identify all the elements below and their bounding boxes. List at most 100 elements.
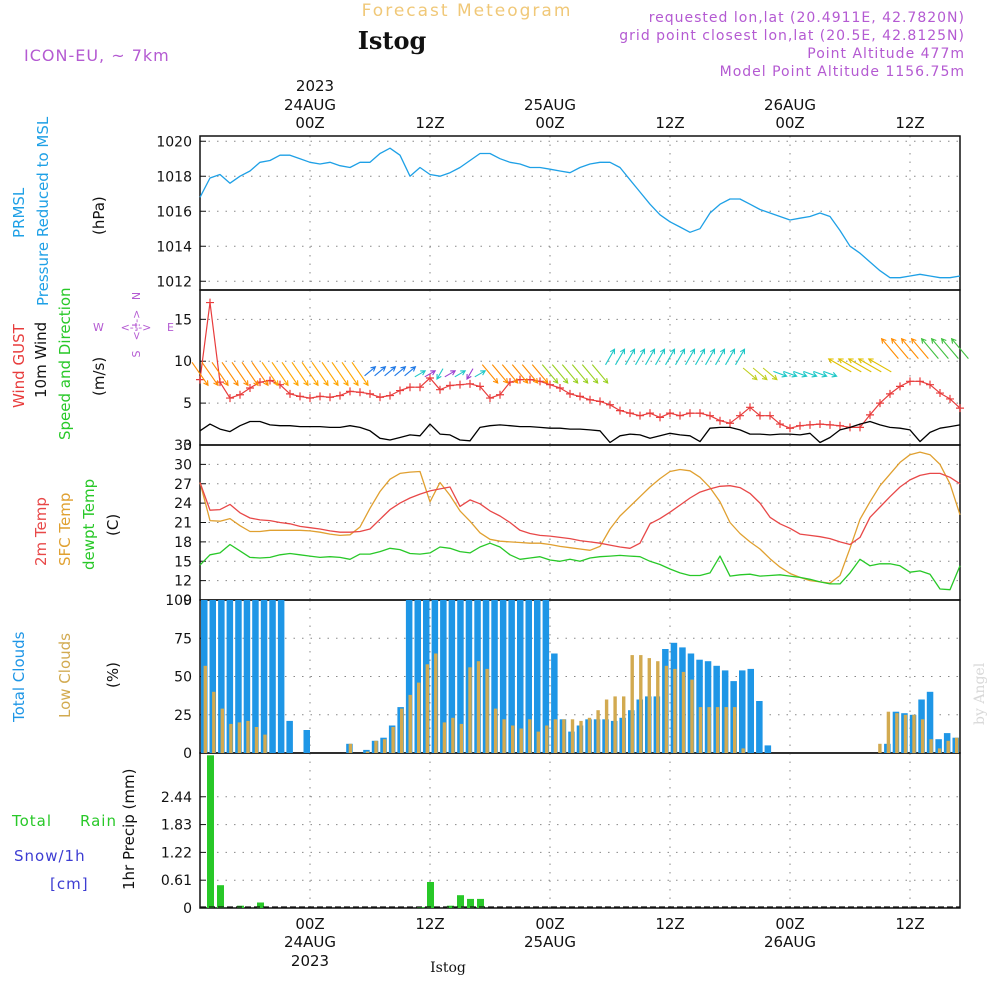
temp-2m-line <box>199 472 961 549</box>
low-cloud-bar <box>587 717 592 753</box>
wind-direction-arrow <box>950 337 969 359</box>
wind-direction-arrow <box>695 348 706 366</box>
total-cloud-bar <box>508 600 515 753</box>
compass-s: S <box>130 350 143 357</box>
low-cloud-bar <box>903 714 908 754</box>
low-cloud-bar <box>519 728 523 753</box>
wind-direction-arrow <box>715 348 726 366</box>
model-altitude: Model Point Altitude 1156.75m <box>720 64 965 80</box>
wind-gust-marker <box>346 387 354 396</box>
total-cloud-bar <box>457 600 464 753</box>
wind-gust-marker <box>896 382 904 391</box>
pressure-ytick-label: 1018 <box>156 169 192 185</box>
wind-gust-marker <box>306 394 314 403</box>
total-cloud-bar <box>551 653 558 753</box>
location-title: Istog <box>358 26 427 55</box>
wind-direction-arrow <box>940 337 959 359</box>
wind-direction-arrow <box>705 348 716 366</box>
label-hpa: (hPa) <box>90 196 108 235</box>
top-date-label: 24AUG <box>284 96 336 114</box>
label-total-clouds: Total Clouds <box>10 631 28 723</box>
label-ms: (m/s) <box>90 357 108 396</box>
wind-direction-arrow <box>374 366 387 377</box>
wind-direction-arrow <box>847 358 872 373</box>
top-hour-label: 00Z <box>535 114 564 132</box>
wind-gust-marker <box>716 416 724 425</box>
wind-gust-marker <box>606 400 614 409</box>
low-cloud-bar <box>237 722 242 753</box>
top-hour-label: 00Z <box>775 114 804 132</box>
wind-direction-arrow <box>404 366 417 377</box>
label-2m-temp: 2m Temp <box>32 497 50 566</box>
low-cloud-bar <box>664 665 669 753</box>
top-date-label: 26AUG <box>764 96 816 114</box>
low-cloud-bar <box>920 719 925 753</box>
wind-gust-marker <box>746 403 754 412</box>
total-cloud-bar <box>499 600 507 753</box>
wind-gust-marker <box>436 385 444 394</box>
compass-h: <-!-> <box>121 321 152 334</box>
total-cloud-bar <box>218 600 225 753</box>
total-cloud-bar <box>926 691 934 753</box>
top-hour-label: 12Z <box>655 114 684 132</box>
label-cm: [cm] <box>50 875 89 893</box>
wind-direction-arrow <box>635 348 646 366</box>
wind-speed-line <box>199 420 961 444</box>
wind-direction-arrow <box>191 361 209 387</box>
low-cloud-bar <box>715 707 720 753</box>
wind-gust-marker <box>906 377 914 386</box>
low-cloud-bar <box>673 668 677 753</box>
bottom-year-label: 2023 <box>291 952 329 970</box>
wind-direction-arrow <box>725 348 736 366</box>
rain-bar <box>207 755 214 908</box>
wind-direction-arrow <box>742 367 758 381</box>
low-cloud-bar <box>485 668 489 753</box>
clouds-ytick-label: 50 <box>174 670 192 686</box>
low-cloud-bar <box>724 707 728 753</box>
wind-gust-marker <box>636 411 644 420</box>
wind-direction-arrow <box>551 364 569 384</box>
total-cloud-bar <box>534 600 541 753</box>
low-cloud-bar <box>656 661 660 753</box>
temperature-ytick-label: 18 <box>174 535 192 551</box>
wind-gust-marker <box>236 390 244 399</box>
low-cloud-bar <box>579 720 583 753</box>
wind-gust-marker <box>656 413 664 422</box>
pressure-ytick-label: 1014 <box>156 239 192 255</box>
wind-ytick-label: 5 <box>183 396 192 412</box>
wind-direction-arrow <box>823 370 838 378</box>
wind-direction-arrow <box>735 348 746 366</box>
total-cloud-bar <box>303 730 310 753</box>
wind-gust-marker <box>866 410 874 419</box>
wind-direction-arrow <box>364 366 377 377</box>
wind-gust-marker <box>426 373 434 382</box>
temperature-ytick-label: 33 <box>174 438 192 454</box>
wind-direction-arrow <box>561 364 579 384</box>
low-cloud-bar <box>955 737 959 753</box>
wind-gust-marker <box>396 386 404 395</box>
total-cloud-bar <box>739 670 746 753</box>
top-date-label: 25AUG <box>524 96 576 114</box>
total-cloud-bar <box>764 745 772 753</box>
wind-gust-marker <box>466 379 474 388</box>
low-cloud-bar <box>604 699 609 753</box>
rain-bar <box>427 882 434 908</box>
wind-direction-arrow <box>321 361 339 387</box>
wind-gust-marker <box>206 298 214 307</box>
label-low-clouds: Low Clouds <box>56 633 74 718</box>
wind-direction-arrow <box>351 361 369 387</box>
wind-direction-arrow <box>605 348 616 366</box>
wind-gust-marker <box>326 393 334 402</box>
wind-gust-marker <box>756 411 764 420</box>
wind-gust-marker <box>496 390 504 399</box>
low-cloud-bar <box>707 707 711 753</box>
wind-direction-arrow <box>762 367 778 381</box>
bottom-date-label: 25AUG <box>524 933 576 951</box>
wind-direction-arrow <box>444 370 457 378</box>
wind-gust-marker <box>726 419 734 428</box>
bottom-hour-label: 00Z <box>295 915 324 933</box>
wind-direction-arrow <box>541 364 559 384</box>
wind-direction-arrow <box>880 337 899 359</box>
low-cloud-bar <box>528 719 532 753</box>
low-cloud-bar <box>442 722 447 753</box>
